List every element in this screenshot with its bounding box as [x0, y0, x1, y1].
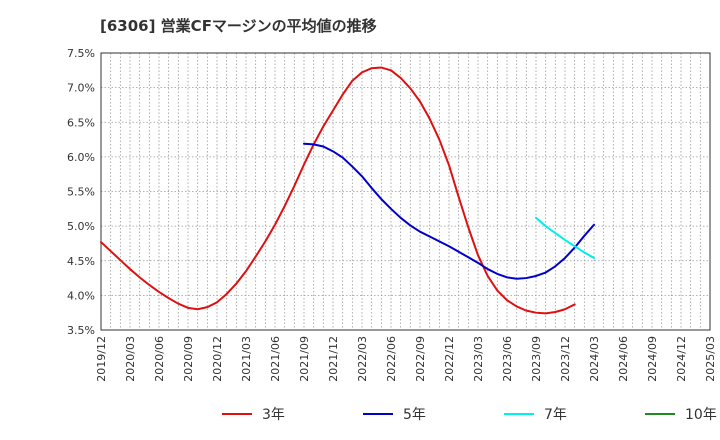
- x-tick-label: 2020/09: [182, 336, 195, 382]
- x-tick-label: 2021/03: [240, 336, 253, 382]
- legend: 3年 5年 7年 10年: [222, 407, 717, 423]
- grid: [100, 52, 711, 331]
- y-tick-label: 7.5%: [67, 47, 95, 60]
- y-tick-label: 5.0%: [67, 220, 95, 233]
- x-axis: 2019/12 2020/03 2020/06 2020/09 2020/12 2021/…: [95, 336, 717, 382]
- y-tick-label: 4.5%: [67, 255, 95, 268]
- x-tick-label: 2020/03: [124, 336, 137, 382]
- x-tick-label: 2022/12: [443, 336, 456, 382]
- x-tick-label: 2023/09: [530, 336, 543, 382]
- legend-label: 7年: [544, 407, 567, 423]
- x-tick-label: 2024/03: [588, 336, 601, 382]
- chart-title: [6306] 営業CFマージンの平均値の推移: [100, 17, 377, 35]
- y-tick-label: 6.5%: [67, 116, 95, 129]
- y-tick-label: 6.0%: [67, 151, 95, 164]
- x-tick-label: 2023/12: [559, 336, 572, 382]
- x-tick-label: 2020/06: [153, 336, 166, 382]
- x-tick-label: 2021/09: [298, 336, 311, 382]
- x-tick-label: 2022/06: [385, 336, 398, 382]
- x-tick-label: 2022/03: [356, 336, 369, 382]
- x-tick-label: 2021/12: [327, 336, 340, 382]
- y-tick-label: 3.5%: [67, 324, 95, 337]
- series-line: [535, 216, 595, 259]
- x-tick-label: 2019/12: [95, 336, 108, 382]
- x-tick-label: 2023/03: [472, 336, 485, 382]
- plot-area-frame: [100, 52, 711, 331]
- legend-label: 5年: [403, 407, 426, 423]
- x-tick-label: 2024/12: [675, 336, 688, 382]
- x-tick-label: 2024/09: [646, 336, 659, 382]
- x-tick-label: 2023/06: [501, 336, 514, 382]
- y-tick-label: 7.0%: [67, 82, 95, 95]
- y-tick-label: 5.5%: [67, 186, 95, 199]
- y-axis: 3.5% 4.0% 4.5% 5.0% 5.5% 6.0% 6.5% 7.0% 7.5%: [67, 47, 95, 337]
- x-tick-label: 2020/12: [211, 336, 224, 382]
- series-line: [100, 66, 576, 315]
- x-tick-label: 2025/03: [704, 336, 717, 382]
- x-tick-label: 2024/06: [617, 336, 630, 382]
- x-tick-label: 2022/09: [414, 336, 427, 382]
- series-line: [303, 142, 595, 280]
- legend-label: 3年: [262, 407, 285, 423]
- x-tick-label: 2021/06: [269, 336, 282, 382]
- y-tick-label: 4.0%: [67, 289, 95, 302]
- legend-label: 10年: [685, 407, 717, 423]
- series-lines: [100, 66, 595, 315]
